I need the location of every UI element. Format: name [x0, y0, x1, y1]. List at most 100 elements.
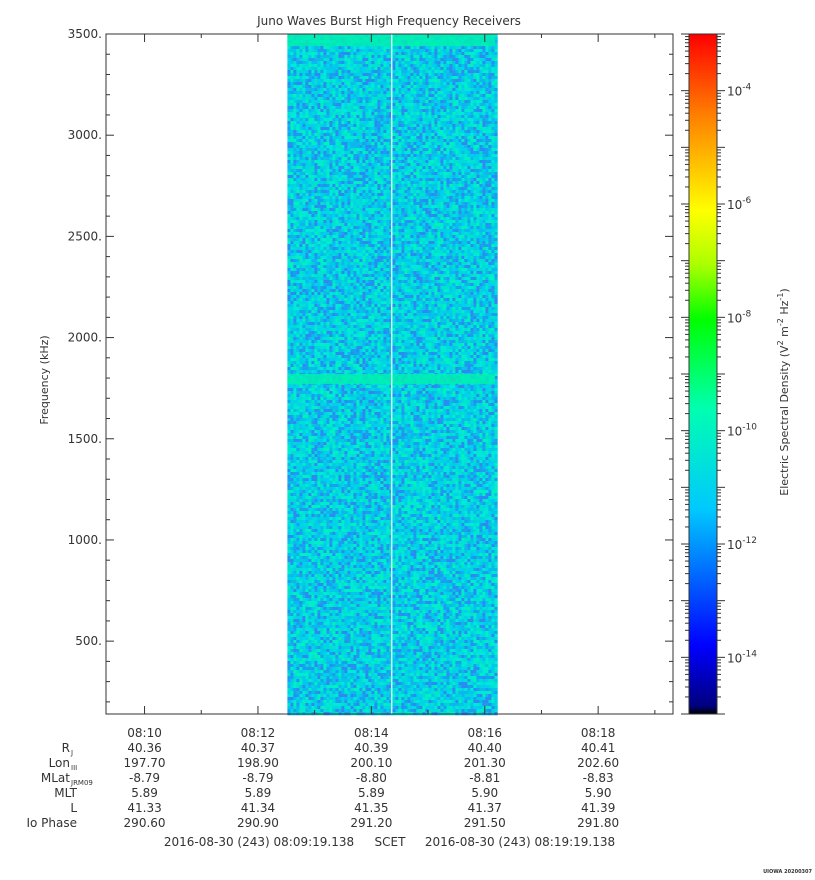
- spectrogram-cell: [356, 139, 360, 143]
- spectrogram-cell: [377, 205, 381, 209]
- spectrogram-cell: [356, 214, 360, 218]
- spectrogram-cell: [494, 220, 498, 224]
- spectrogram-cell: [329, 139, 333, 143]
- spectrogram-cell: [311, 55, 315, 59]
- spectrogram-cell: [401, 187, 405, 191]
- spectrogram-cell: [308, 106, 312, 110]
- spectrogram-cell: [305, 79, 309, 83]
- spectrogram-cell: [464, 139, 468, 143]
- spectrogram-cell: [488, 106, 492, 110]
- spectrogram-cell: [356, 157, 360, 161]
- spectrogram-cell: [368, 121, 372, 125]
- spectrogram-cell: [470, 148, 474, 152]
- spectrogram-cell: [308, 217, 312, 221]
- spectrogram-cell: [350, 148, 354, 152]
- spectrogram-cell: [368, 115, 372, 119]
- spectrogram-cell: [332, 145, 336, 149]
- spectrogram-cell: [485, 106, 489, 110]
- spectrogram-cell: [446, 244, 450, 248]
- spectrogram-cell: [314, 229, 318, 233]
- spectrogram-cell: [320, 175, 324, 179]
- spectrogram-cell: [374, 154, 378, 158]
- spectrogram-cell: [479, 106, 483, 110]
- spectrogram-cell: [347, 76, 351, 80]
- spectrogram-cell: [365, 244, 369, 248]
- spectrogram-cell: [380, 205, 384, 209]
- spectrogram-cell: [401, 220, 405, 224]
- spectrogram-cell: [431, 166, 435, 170]
- spectrogram-cell: [434, 52, 438, 56]
- spectrogram-cell: [452, 70, 456, 74]
- spectrogram-cell: [410, 154, 414, 158]
- spectrogram-cell: [356, 127, 360, 131]
- spectrogram-cell: [326, 58, 330, 62]
- spectrogram-cell: [488, 61, 492, 65]
- spectrogram-cell: [422, 175, 426, 179]
- spectrogram-cell: [371, 166, 375, 170]
- spectrogram-cell: [356, 142, 360, 146]
- spectrogram-cell: [305, 76, 309, 80]
- spectrogram-cell: [458, 193, 462, 197]
- spectrogram-cell: [311, 229, 315, 233]
- spectrogram-cell: [362, 52, 366, 56]
- spectrogram-cell: [482, 199, 486, 203]
- spectrogram-cell: [302, 115, 306, 119]
- spectrogram-cell: [371, 208, 375, 212]
- spectrogram-cell: [416, 181, 420, 185]
- spectrogram-cell: [413, 172, 417, 176]
- spectrogram-cell: [365, 232, 369, 236]
- spectrogram-cell: [350, 199, 354, 203]
- spectrogram-cell: [317, 232, 321, 236]
- spectrogram-cell: [449, 136, 453, 140]
- spectrogram-cell: [380, 208, 384, 212]
- spectrogram-cell: [305, 115, 309, 119]
- spectrogram-cell: [353, 196, 357, 200]
- spectrogram-cell: [368, 160, 372, 164]
- spectrogram-cell: [419, 127, 423, 131]
- spectrogram-cell: [362, 121, 366, 125]
- spectrogram-cell: [422, 163, 426, 167]
- spectrogram-cell: [377, 184, 381, 188]
- spectrogram-cell: [455, 211, 459, 215]
- spectrogram-cell: [419, 82, 423, 86]
- spectrogram-cell: [308, 211, 312, 215]
- spectrogram-cell: [374, 232, 378, 236]
- spectrogram-cell: [311, 88, 315, 92]
- spectrogram-cell: [323, 175, 327, 179]
- spectrogram-cell: [326, 208, 330, 212]
- spectrogram-cell: [299, 85, 303, 89]
- spectrogram-cell: [386, 172, 390, 176]
- spectrogram-cell: [473, 229, 477, 233]
- spectrogram-cell: [299, 247, 303, 251]
- spectrogram-cell: [449, 154, 453, 158]
- spectrogram-cell: [377, 115, 381, 119]
- spectrogram-cell: [443, 73, 447, 77]
- spectrogram-cell: [449, 76, 453, 80]
- spectrogram-cell: [392, 91, 396, 95]
- spectrogram-cell: [446, 49, 450, 53]
- spectrogram-cell: [308, 148, 312, 152]
- spectrogram-cell: [485, 160, 489, 164]
- spectrogram-cell: [383, 160, 387, 164]
- spectrogram-cell: [302, 166, 306, 170]
- spectrogram-cell: [338, 67, 342, 71]
- spectrogram-cell: [299, 136, 303, 140]
- spectrogram-cell: [317, 136, 321, 140]
- spectrogram-cell: [350, 220, 354, 224]
- spectrogram-cell: [407, 163, 411, 167]
- spectrogram-cell: [407, 46, 411, 50]
- spectrogram-cell: [329, 73, 333, 77]
- spectrogram-cell: [371, 133, 375, 137]
- spectrogram-cell: [407, 211, 411, 215]
- spectrogram-cell: [323, 214, 327, 218]
- spectrogram-cell: [461, 229, 465, 233]
- spectrogram-cell: [323, 187, 327, 191]
- spectrogram-cell: [374, 214, 378, 218]
- spectrogram-cell: [434, 82, 438, 86]
- spectrogram-cell: [413, 130, 417, 134]
- spectrogram-cell: [461, 205, 465, 209]
- spectrogram-cell: [311, 109, 315, 113]
- spectrogram-cell: [407, 220, 411, 224]
- spectrogram-cell: [380, 190, 384, 194]
- spectrogram-cell: [347, 58, 351, 62]
